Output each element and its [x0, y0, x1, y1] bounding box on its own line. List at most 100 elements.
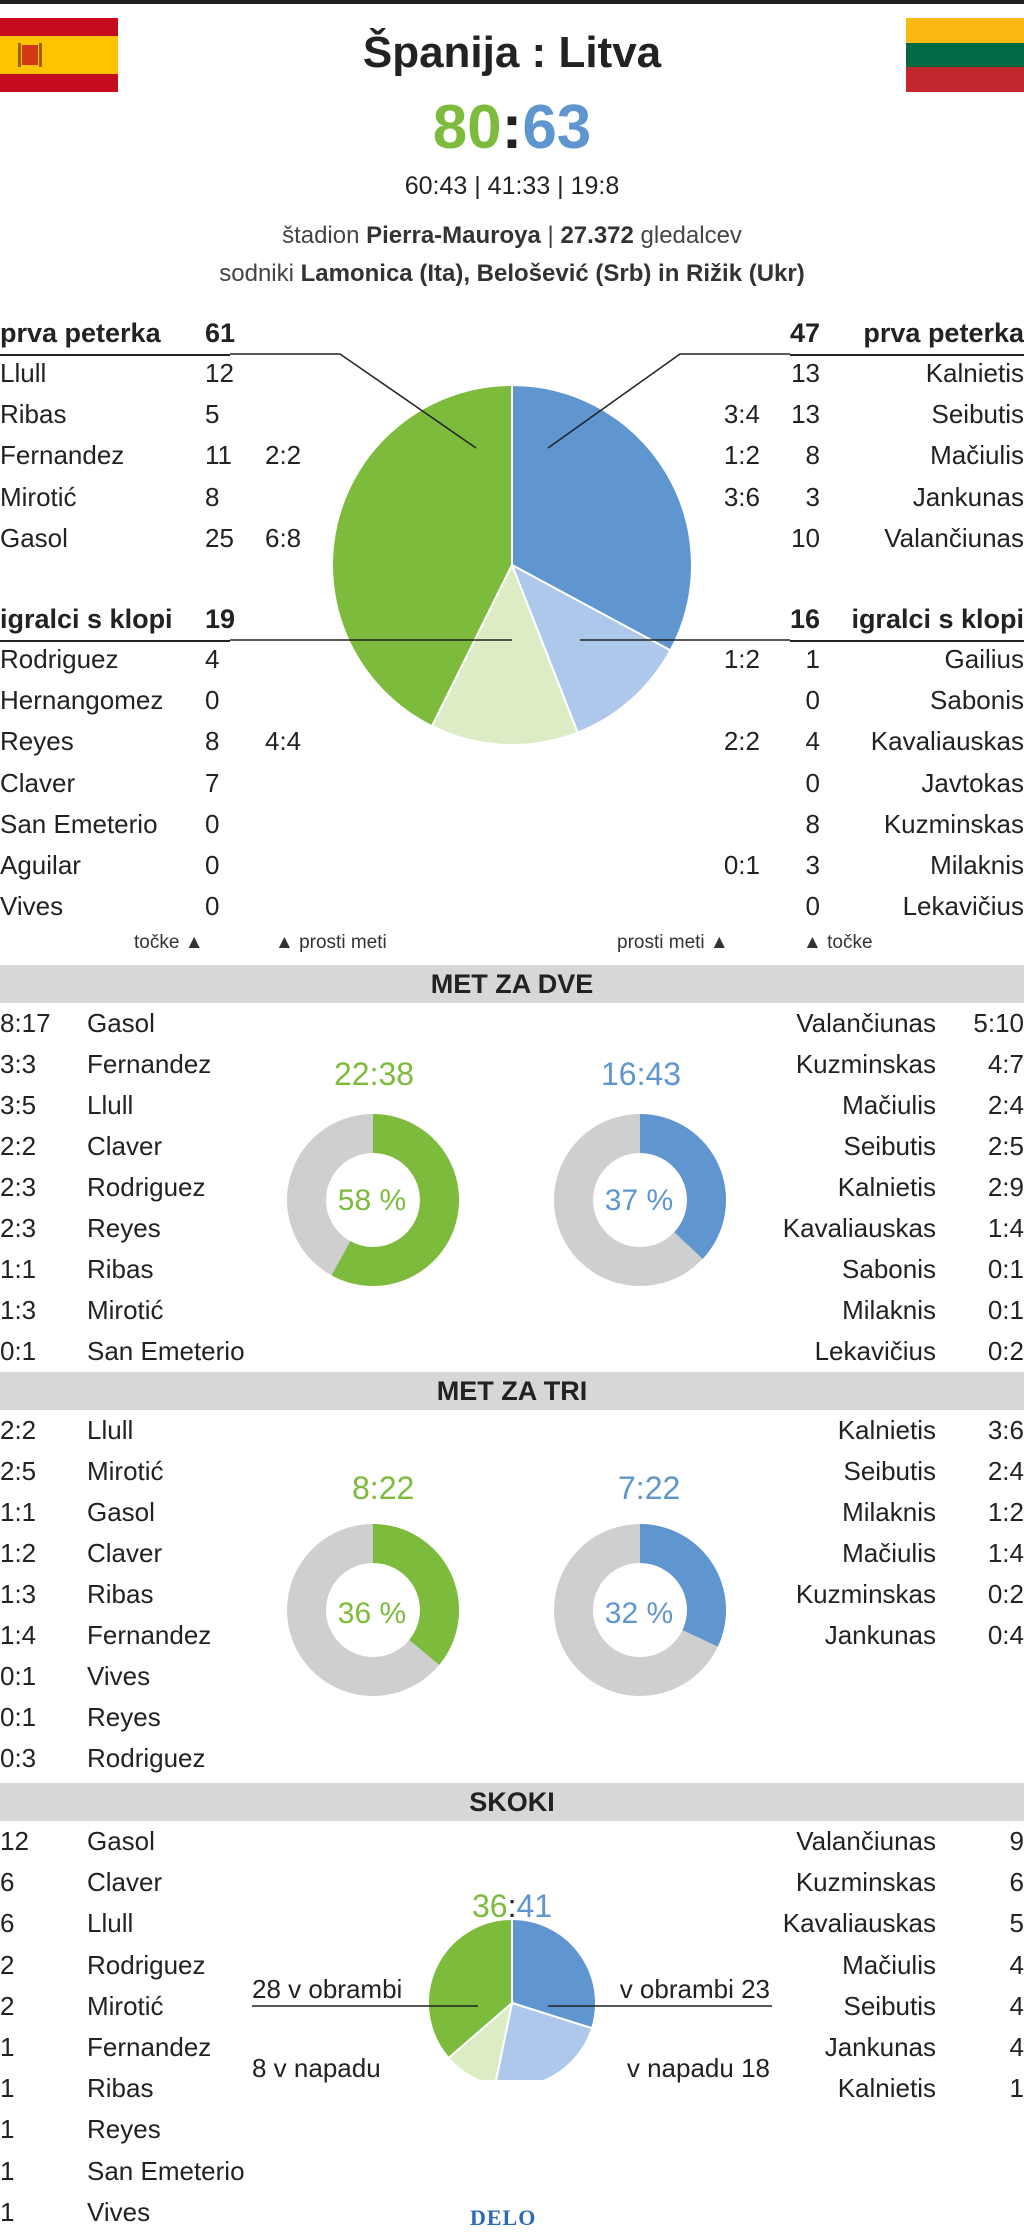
legend-ft-right: prosti meti ▲ — [617, 932, 729, 954]
donut-two-home-arc — [331, 1114, 459, 1286]
player-name: Kalnietis — [925, 358, 1024, 388]
player-name: Valančiunas — [796, 1826, 936, 1856]
arrow-up-icon: ▲ — [803, 932, 822, 953]
stat-value: 2:4 — [987, 1090, 1024, 1120]
three-away-ratio: 7:22 — [618, 1470, 681, 1506]
rebounds-away-def: v obrambi 23 — [619, 1974, 770, 2004]
player-name: Gasol — [87, 1497, 155, 1527]
donut-two-away-arc — [640, 1114, 726, 1259]
player-name: Reyes — [87, 1213, 161, 1243]
player-name: Kuzminskas — [795, 1867, 936, 1898]
home-bench-total: 19 — [205, 604, 236, 634]
match-title: Španija : Litva — [362, 28, 662, 77]
player-name: Claver — [87, 1867, 163, 1898]
player-name: Lekavičius — [814, 1336, 936, 1366]
player-name: Milaknis — [842, 1295, 936, 1325]
stat-value: 4 — [1009, 1990, 1024, 2021]
reb-slice-3 — [495, 2001, 594, 2080]
stat-value: 1 — [0, 2032, 15, 2062]
player-name: Kalnietis — [837, 2073, 936, 2104]
stat-value: 1:4 — [987, 1213, 1024, 1243]
player-name: Vives — [87, 1661, 151, 1691]
stat-value: 1:1 — [0, 1497, 37, 1527]
three-home-pct: 36 % — [337, 1597, 407, 1630]
player-free-throws: 2:2 — [723, 726, 760, 757]
pie-slice-2 — [511, 383, 693, 652]
stat-value: 5:10 — [973, 1008, 1024, 1038]
arrow-up-icon: ▲ — [275, 932, 294, 953]
stat-value: 1:3 — [0, 1295, 37, 1325]
stat-value: 0:1 — [987, 1295, 1024, 1325]
player-name: Mirotić — [87, 1990, 164, 2021]
stat-value: 5 — [1009, 1908, 1024, 1939]
player-points: 0 — [805, 767, 820, 798]
away-bench-label: igralci s klopi — [851, 604, 1024, 634]
player-name: Gasol — [87, 1008, 155, 1038]
donut-three-home-arc — [373, 1524, 459, 1665]
stat-value: 4 — [1009, 2032, 1024, 2062]
player-points: 10 — [791, 522, 820, 553]
stat-value: 1:2 — [0, 1538, 37, 1568]
leader-line-home-starters — [230, 353, 477, 449]
player-name: Kuzminskas — [795, 1579, 936, 1609]
player-free-throws: 6:8 — [265, 522, 302, 553]
quarter-scores: 60:43 | 41:33 | 19:8 — [404, 172, 620, 200]
stat-value: 0:3 — [0, 1743, 37, 1773]
home-starters-label: prva peterka — [0, 318, 161, 348]
stat-value: 6 — [1009, 1867, 1024, 1898]
flag-spain-icon — [0, 18, 118, 97]
two-home-ratio: 22:38 — [334, 1056, 415, 1092]
player-points: 25 — [205, 522, 234, 553]
player-name: Mačiulis — [842, 1090, 936, 1120]
player-name: Seibutis — [843, 1131, 937, 1161]
player-name: Kalnietis — [837, 1172, 936, 1202]
player-name: San Emeterio — [0, 808, 158, 839]
donut-three-away-arc — [640, 1524, 726, 1647]
home-starters-rule — [0, 354, 230, 356]
player-points: 12 — [205, 358, 234, 388]
rebounds-total: 36:41 — [472, 1888, 552, 1925]
player-points: 13 — [791, 399, 820, 430]
referees-prefix: sodniki — [219, 260, 301, 287]
top-rule — [0, 0, 1024, 4]
stat-value: 2:4 — [987, 1456, 1024, 1486]
player-free-throws: 3:6 — [723, 481, 760, 512]
player-name: Kavaliauskas — [870, 726, 1024, 757]
three-point-header: MET ZA TRI — [0, 1372, 1024, 1410]
player-free-throws: 1:2 — [723, 440, 760, 471]
player-points: 0 — [805, 891, 820, 922]
player-name: Ribas — [87, 2073, 154, 2104]
points-pie-chart — [230, 353, 790, 746]
rebounds-home-off: 8 v napadu — [252, 2053, 381, 2083]
player-name: Gasol — [87, 1826, 155, 1856]
three-point-donuts — [287, 1524, 726, 1696]
player-name: Lekavičius — [902, 891, 1024, 922]
arrow-up-icon: ▲ — [709, 932, 729, 953]
home-starters-total: 61 — [205, 318, 236, 348]
score-away: 63 — [522, 93, 592, 162]
player-free-throws: 3:4 — [723, 399, 760, 430]
stat-value: 1:1 — [0, 1254, 37, 1284]
rebounds-pie-chart — [252, 1920, 772, 2080]
leader-line-away-starters — [547, 353, 790, 449]
stat-value: 6 — [0, 1867, 15, 1898]
player-points: 5 — [205, 399, 220, 430]
player-name: Claver — [87, 1538, 163, 1568]
stat-value: 2:5 — [0, 1456, 37, 1486]
rebounds-header: SKOKI — [0, 1783, 1024, 1821]
player-points: 7 — [205, 767, 220, 798]
stat-value: 2:5 — [987, 1131, 1024, 1161]
player-free-throws: 0:1 — [723, 850, 760, 880]
score-separator: : — [501, 93, 523, 162]
player-points: 0 — [205, 891, 220, 922]
stat-value: 3:6 — [987, 1415, 1024, 1445]
player-name: Reyes — [87, 1702, 161, 1732]
player-name: Sabonis — [842, 1254, 936, 1284]
player-name: Rodriguez — [87, 1949, 206, 1980]
home-bench-rule — [0, 640, 230, 642]
stat-value: 8:17 — [0, 1008, 51, 1038]
legend-points-label: točke — [827, 932, 873, 953]
stat-value: 1 — [0, 2073, 15, 2104]
player-name: Javtokas — [921, 767, 1024, 798]
player-name: San Emeterio — [87, 1336, 245, 1366]
